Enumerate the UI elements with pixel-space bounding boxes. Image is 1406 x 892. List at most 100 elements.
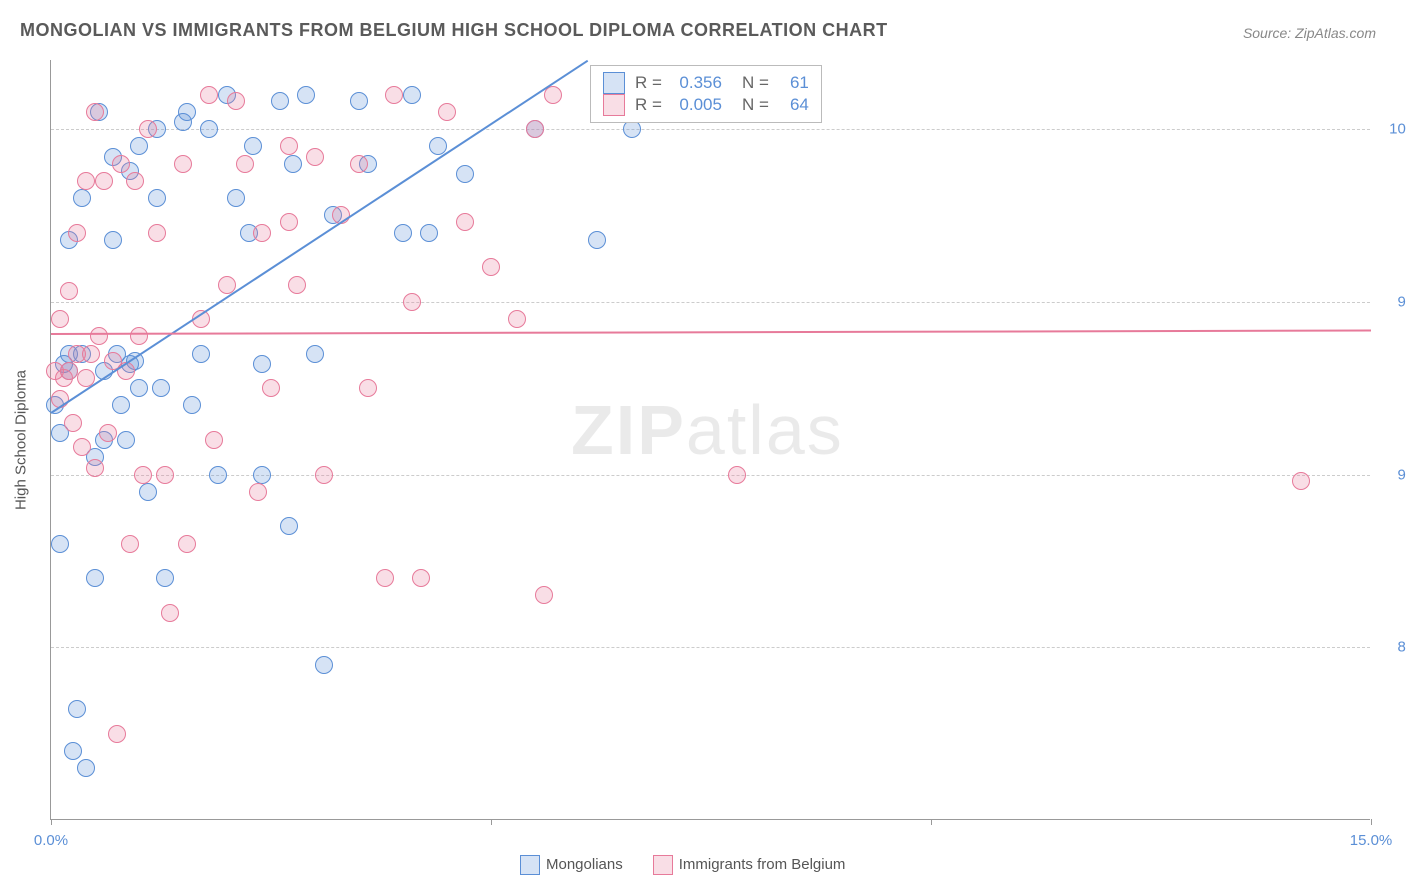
legend-r-label: R = — [635, 95, 662, 115]
scatter-point — [73, 189, 91, 207]
scatter-point — [236, 155, 254, 173]
scatter-point — [280, 213, 298, 231]
scatter-point — [51, 310, 69, 328]
scatter-point — [156, 466, 174, 484]
correlation-legend: R =0.356N =61R =0.005N =64 — [590, 65, 822, 123]
scatter-point — [394, 224, 412, 242]
scatter-point — [385, 86, 403, 104]
scatter-point — [412, 569, 430, 587]
gridline — [51, 302, 1370, 303]
scatter-point — [77, 759, 95, 777]
scatter-point — [130, 379, 148, 397]
scatter-point — [134, 466, 152, 484]
scatter-point — [200, 86, 218, 104]
scatter-point — [51, 535, 69, 553]
scatter-point — [139, 483, 157, 501]
watermark-atlas: atlas — [686, 391, 844, 469]
legend-n-value: 64 — [779, 95, 809, 115]
scatter-point — [152, 379, 170, 397]
scatter-point — [139, 120, 157, 138]
scatter-point — [315, 656, 333, 674]
scatter-point — [420, 224, 438, 242]
scatter-point — [64, 742, 82, 760]
watermark-zip: ZIP — [571, 391, 686, 469]
scatter-point — [253, 466, 271, 484]
scatter-point — [244, 137, 262, 155]
scatter-point — [205, 431, 223, 449]
scatter-point — [403, 293, 421, 311]
scatter-point — [90, 327, 108, 345]
scatter-point — [271, 92, 289, 110]
scatter-point — [508, 310, 526, 328]
legend-r-value: 0.005 — [672, 95, 722, 115]
gridline — [51, 129, 1370, 130]
chart-title: MONGOLIAN VS IMMIGRANTS FROM BELGIUM HIG… — [20, 20, 888, 41]
legend-r-value: 0.356 — [672, 73, 722, 93]
legend-label: Mongolians — [546, 856, 623, 873]
y-tick-label: 90.0% — [1380, 466, 1406, 483]
scatter-point — [359, 379, 377, 397]
x-tick-label: 0.0% — [34, 832, 68, 849]
scatter-point — [350, 155, 368, 173]
x-tick — [931, 819, 932, 825]
legend-item: Immigrants from Belgium — [653, 855, 846, 875]
scatter-point — [588, 231, 606, 249]
scatter-point — [156, 569, 174, 587]
scatter-point — [262, 379, 280, 397]
scatter-point — [209, 466, 227, 484]
scatter-point — [68, 700, 86, 718]
scatter-point — [174, 155, 192, 173]
source-attribution: Source: ZipAtlas.com — [1243, 25, 1376, 41]
legend-r-label: R = — [635, 73, 662, 93]
x-tick-label: 15.0% — [1350, 832, 1393, 849]
scatter-point — [403, 86, 421, 104]
scatter-point — [130, 137, 148, 155]
scatter-point — [82, 345, 100, 363]
scatter-point — [456, 213, 474, 231]
scatter-point — [108, 725, 126, 743]
scatter-point — [60, 362, 78, 380]
scatter-point — [126, 172, 144, 190]
scatter-point — [121, 535, 139, 553]
scatter-point — [297, 86, 315, 104]
scatter-point — [112, 396, 130, 414]
scatter-point — [284, 155, 302, 173]
scatter-point — [227, 92, 245, 110]
scatter-point — [200, 120, 218, 138]
scatter-point — [99, 424, 117, 442]
scatter-point — [183, 396, 201, 414]
legend-swatch — [603, 94, 625, 116]
legend-n-label: N = — [742, 95, 769, 115]
legend-item: Mongolians — [520, 855, 623, 875]
scatter-point — [130, 327, 148, 345]
legend-n-label: N = — [742, 73, 769, 93]
scatter-point — [192, 345, 210, 363]
scatter-point — [253, 355, 271, 373]
scatter-point — [148, 189, 166, 207]
scatter-point — [68, 224, 86, 242]
legend-swatch — [653, 855, 673, 875]
scatter-point — [482, 258, 500, 276]
scatter-point — [306, 148, 324, 166]
scatter-point — [117, 431, 135, 449]
scatter-point — [161, 604, 179, 622]
scatter-point — [288, 276, 306, 294]
legend-swatch — [603, 72, 625, 94]
scatter-point — [306, 345, 324, 363]
scatter-point — [178, 535, 196, 553]
legend-label: Immigrants from Belgium — [679, 856, 846, 873]
scatter-point — [249, 483, 267, 501]
scatter-point — [73, 438, 91, 456]
scatter-point — [253, 224, 271, 242]
gridline — [51, 475, 1370, 476]
scatter-point — [535, 586, 553, 604]
y-axis-label: High School Diploma — [13, 369, 30, 509]
scatter-point — [178, 103, 196, 121]
scatter-point — [1292, 472, 1310, 490]
series-legend: Mongolians Immigrants from Belgium — [520, 855, 845, 875]
x-tick — [51, 819, 52, 825]
x-tick — [1371, 819, 1372, 825]
scatter-point — [86, 569, 104, 587]
watermark: ZIPatlas — [571, 390, 844, 470]
scatter-point — [60, 282, 78, 300]
